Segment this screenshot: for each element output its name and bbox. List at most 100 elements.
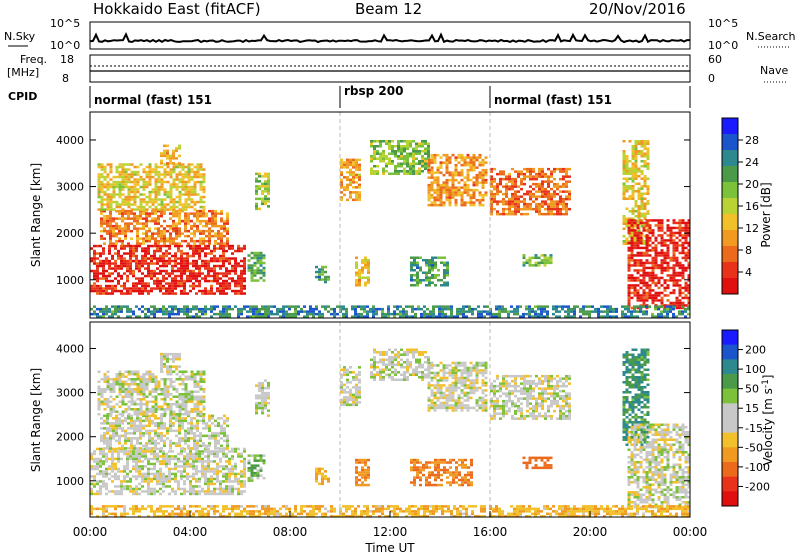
heatmap-cell-power-0 xyxy=(99,252,102,255)
heatmap-cell-power-0 xyxy=(132,244,135,248)
heatmap-cell-velocity-1 xyxy=(136,442,139,445)
heatmap-cell-power-4 xyxy=(256,279,260,282)
heatmap-cell-power-15 xyxy=(678,266,682,270)
heatmap-cell-power-0 xyxy=(120,254,123,258)
heatmap-cell-power-12 xyxy=(505,195,508,198)
heatmap-cell-power-0 xyxy=(210,267,213,270)
heatmap-cell-power-12 xyxy=(490,175,493,178)
colorbar-swatch xyxy=(722,278,738,295)
heatmap-cell-velocity-0 xyxy=(165,455,168,458)
heatmap-cell-power-14 xyxy=(637,220,641,223)
heatmap-cell-power-2 xyxy=(139,175,143,179)
heatmap-cell-power-15 xyxy=(645,299,649,302)
heatmap-cell-power-12 xyxy=(568,190,571,193)
heatmap-cell-power-15 xyxy=(684,294,688,297)
heatmap-cell-power-2 xyxy=(157,185,161,189)
heatmap-cell-power-16 xyxy=(525,307,528,311)
heatmap-cell-power-10 xyxy=(469,161,473,164)
heatmap-cell-power-6 xyxy=(321,268,324,271)
heatmap-cell-power-12 xyxy=(493,192,496,196)
heatmap-cell-power-11 xyxy=(428,266,431,269)
heatmap-cell-power-10 xyxy=(433,191,437,194)
heatmap-cell-power-12 xyxy=(550,212,553,216)
heatmap-cell-power-13 xyxy=(537,264,541,267)
heatmap-cell-power-9 xyxy=(379,157,382,160)
heatmap-cell-power-2 xyxy=(178,170,182,174)
heatmap-cell-power-10 xyxy=(427,183,431,187)
heatmap-cell-power-12 xyxy=(490,202,493,206)
heatmap-cell-power-15 xyxy=(633,244,637,247)
heatmap-cell-power-15 xyxy=(687,256,691,260)
heatmap-cell-power-2 xyxy=(181,188,185,191)
heatmap-cell-power-15 xyxy=(681,274,685,277)
heatmap-cell-power-0 xyxy=(120,289,123,293)
heatmap-cell-power-2 xyxy=(145,170,149,174)
heatmap-cell-power-0 xyxy=(207,252,210,255)
heatmap-cell-velocity-1 xyxy=(154,439,157,443)
heatmap-cell-power-12 xyxy=(541,185,544,188)
heatmap-cell-power-8 xyxy=(364,261,367,264)
heatmap-cell-power-15 xyxy=(630,284,634,287)
heatmap-cell-power-1 xyxy=(133,217,136,220)
heatmap-cell-power-16 xyxy=(165,310,168,313)
heatmap-cell-power-2 xyxy=(178,193,182,196)
heatmap-cell-power-16 xyxy=(375,310,378,313)
heatmap-cell-power-11 xyxy=(428,276,431,279)
heatmap-cell-power-9 xyxy=(409,155,412,158)
heatmap-cell-power-16 xyxy=(165,312,168,316)
heatmap-cell-power-2 xyxy=(178,185,182,189)
heatmap-cell-power-0 xyxy=(105,284,108,288)
heatmap-cell-power-0 xyxy=(108,249,111,253)
heatmap-cell-velocity-0 xyxy=(207,467,210,471)
heatmap-cell-power-12 xyxy=(523,177,526,181)
heatmap-cell-power-16 xyxy=(204,307,207,311)
heatmap-cell-power-0 xyxy=(240,249,243,253)
heatmap-cell-velocity-0 xyxy=(102,475,105,478)
heatmap-cell-velocity-1 xyxy=(109,437,112,440)
heatmap-cell-power-0 xyxy=(240,259,243,263)
heatmap-cell-power-12 xyxy=(565,202,568,206)
heatmap-cell-power-16 xyxy=(186,315,189,318)
heatmap-cell-power-1 xyxy=(154,232,157,235)
heatmap-cell-power-16 xyxy=(276,312,279,316)
heatmap-cell-power-10 xyxy=(448,171,452,174)
heatmap-cell-power-2 xyxy=(202,178,206,181)
heatmap-cell-power-10 xyxy=(430,203,434,207)
heatmap-cell-power-12 xyxy=(511,177,514,181)
heatmap-cell-power-0 xyxy=(132,282,135,285)
heatmap-cell-power-2 xyxy=(160,173,164,176)
heatmap-cell-power-1 xyxy=(112,242,115,245)
heatmap-cell-power-16 xyxy=(189,310,192,313)
heatmap-cell-power-12 xyxy=(538,195,541,198)
heatmap-cell-power-0 xyxy=(168,287,171,290)
heatmap-cell-power-2 xyxy=(187,205,191,209)
heatmap-cell-power-9 xyxy=(415,147,418,150)
heatmap-cell-power-11 xyxy=(437,269,440,272)
heatmap-cell-power-12 xyxy=(568,207,571,211)
heatmap-cell-power-0 xyxy=(117,254,120,258)
heatmap-cell-power-16 xyxy=(159,307,162,311)
heatmap-cell-power-10 xyxy=(454,163,458,167)
heatmap-cell-velocity-0 xyxy=(114,492,117,496)
heatmap-cell-power-10 xyxy=(472,161,476,164)
heatmap-cell-velocity-0 xyxy=(240,452,243,456)
heatmap-cell-power-8 xyxy=(367,264,370,267)
heatmap-cell-power-15 xyxy=(651,219,655,222)
heatmap-cell-velocity-1 xyxy=(136,417,139,420)
heatmap-cell-power-2 xyxy=(175,205,179,209)
heatmap-cell-power-1 xyxy=(139,212,142,215)
heatmap-cell-power-0 xyxy=(147,247,150,250)
heatmap-cell-power-0 xyxy=(180,292,183,295)
heatmap-cell-power-15 xyxy=(666,294,670,297)
heatmap-cell-power-12 xyxy=(538,182,541,186)
heatmap-cell-power-12 xyxy=(535,207,538,211)
heatmap-cell-power-12 xyxy=(565,167,568,171)
heatmap-cell-power-15 xyxy=(687,224,691,227)
heatmap-cell-power-16 xyxy=(588,312,591,316)
heatmap-cell-power-7 xyxy=(343,186,346,189)
heatmap-cell-power-12 xyxy=(562,185,565,188)
heatmap-cell-power-15 xyxy=(675,236,679,240)
heatmap-cell-power-9 xyxy=(421,162,424,165)
heatmap-cell-power-1 xyxy=(184,227,187,230)
heatmap-cell-power-16 xyxy=(177,310,180,313)
